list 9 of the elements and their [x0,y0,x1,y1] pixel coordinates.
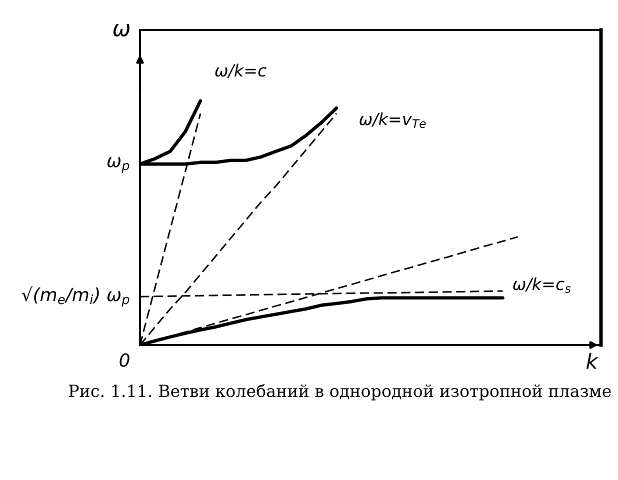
text: ω/k=c [215,64,266,78]
x-axis-title: k [586,352,598,369]
y-axis-title: ω [113,24,130,36]
text: 0 [120,353,130,367]
text: Рис. 1.11. Ветви колебаний в однородной изотропной плазме [69,384,611,400]
text: ω/k=c$_{s}$ [513,277,571,293]
text: ω$_{p}$ [107,157,130,173]
text: √(m$_{e}$/m$_{i}$) ω$_{p}$ [22,286,130,307]
series-label: ω/k=v$_{Te}$ [360,112,426,128]
